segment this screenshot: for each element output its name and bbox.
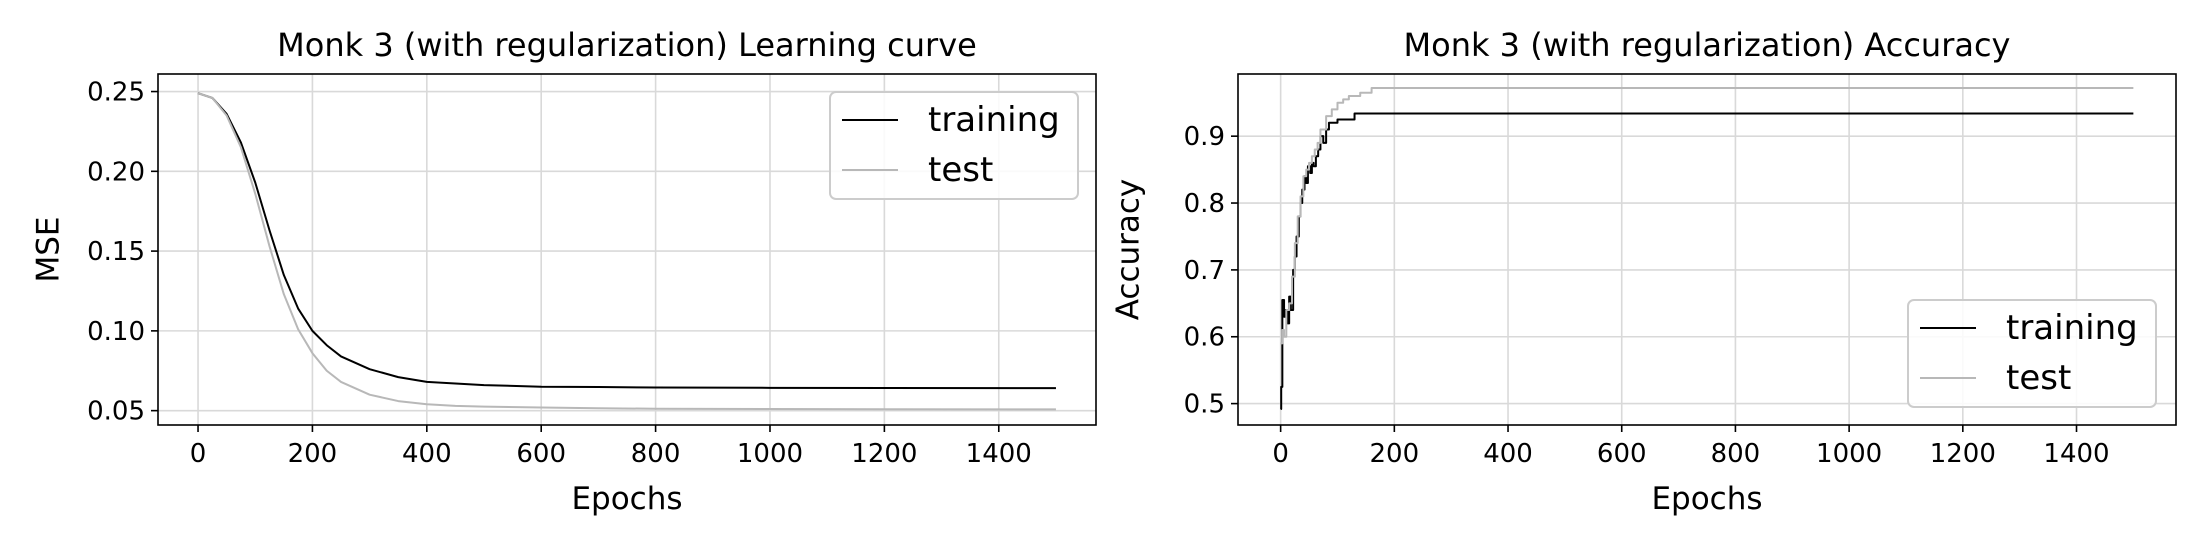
plot-frame — [157, 73, 1097, 426]
x-tick-label: 400 — [402, 439, 452, 469]
y-axis-label: MSE — [31, 216, 67, 282]
x-tick-label: 1400 — [2043, 439, 2109, 469]
y-tick-label: 0.5 — [1184, 390, 1225, 420]
x-tick-label: 800 — [631, 439, 681, 469]
legend: training test — [1907, 299, 2157, 408]
y-tick-label: 0.8 — [1184, 189, 1225, 219]
x-tick-label: 1200 — [851, 439, 917, 469]
legend: training test — [829, 91, 1079, 200]
y-tick-label: 0.6 — [1184, 323, 1225, 353]
chart-title: Monk 3 (with regularization) Accuracy — [1404, 26, 2011, 64]
y-tick-label: 0.25 — [87, 78, 145, 108]
x-tick-label: 1000 — [737, 439, 803, 469]
legend-box — [1907, 299, 2157, 408]
y-tick-label: 0.7 — [1184, 256, 1225, 286]
x-tick-label: 600 — [1597, 439, 1647, 469]
plot-frame — [1237, 73, 2177, 426]
x-tick-label: 400 — [1483, 439, 1533, 469]
y-axis-label: Accuracy — [1111, 179, 1147, 321]
accuracy-chart: 0 200 400 600 800 1000 1200 1400 0.5 0.6 0.7 0.8 0.9… — [1111, 26, 2177, 517]
y-tick-label: 0.05 — [87, 397, 145, 427]
x-tick-label: 1400 — [966, 439, 1032, 469]
x-tick-label: 800 — [1711, 439, 1761, 469]
legend-label: test — [928, 150, 993, 190]
x-axis-label: Epochs — [571, 481, 682, 517]
x-tick-label: 1200 — [1930, 439, 1996, 469]
legend-box — [829, 91, 1079, 200]
x-tick-label: 0 — [1272, 439, 1289, 469]
series-line-test — [1280, 87, 2134, 345]
legend-label: training — [928, 100, 1060, 140]
x-tick-label: 0 — [190, 439, 207, 469]
y-tick-label: 0.20 — [87, 157, 145, 187]
x-tick-label: 200 — [1370, 439, 1420, 469]
x-axis-label: Epochs — [1651, 481, 1762, 517]
x-tick-label: 600 — [516, 439, 566, 469]
chart-title: Monk 3 (with regularization) Learning cu… — [277, 26, 977, 64]
y-tick-label: 0.9 — [1184, 122, 1225, 152]
legend-label: training — [2006, 308, 2138, 348]
x-tick-label: 1000 — [1816, 439, 1882, 469]
series-line-test — [197, 92, 1056, 411]
legend-label: test — [2006, 358, 2071, 398]
learning-curve-chart: 0 200 400 600 800 1000 1200 1400 0.05 0.10 0.15 0.2… — [31, 26, 1097, 517]
y-tick-label: 0.10 — [87, 317, 145, 347]
x-tick-label: 200 — [288, 439, 338, 469]
y-tick-label: 0.15 — [87, 237, 145, 267]
series-line-training — [197, 92, 1056, 390]
